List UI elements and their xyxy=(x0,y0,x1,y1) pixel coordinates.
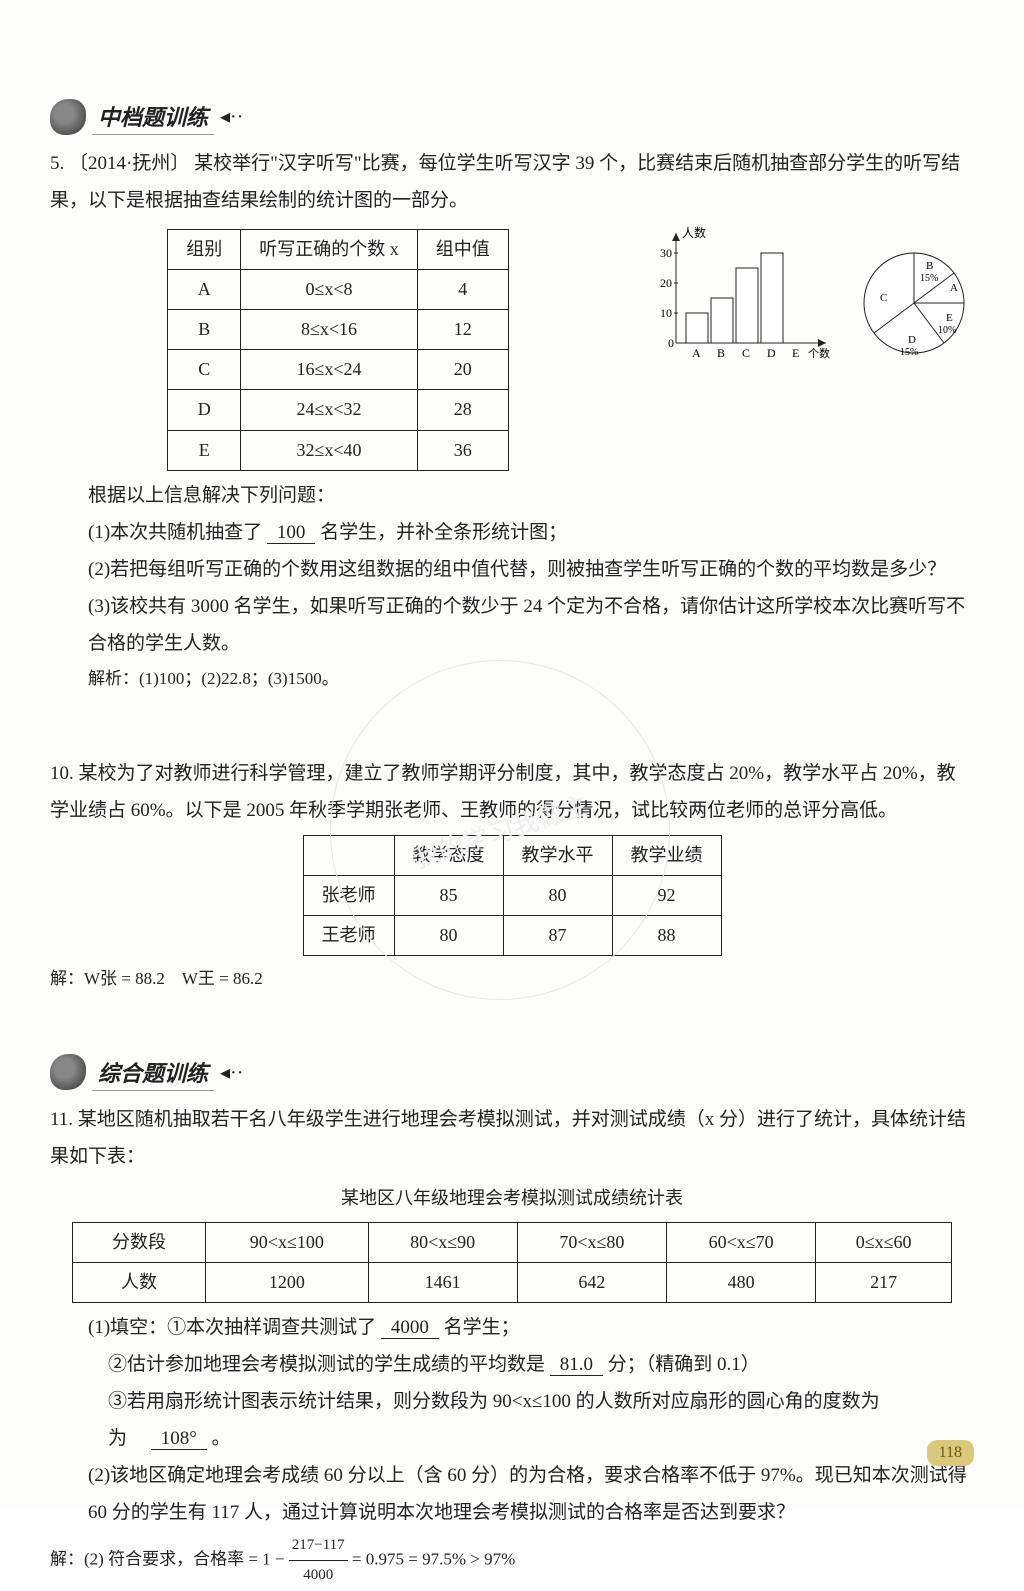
q11-blank-2: 81.0 xyxy=(550,1354,603,1376)
question-11: 11. 某地区随机抽取若干名八年级学生进行地理会考模拟测试，并对测试成绩（x 分… xyxy=(50,1101,974,1591)
section-header-comp: 综合题训练 ◂·· xyxy=(50,1054,974,1091)
q11-p1-2: ②估计参加地理会考模拟测试的学生成绩的平均数是 81.0 分；（精确到 0.1） xyxy=(50,1346,974,1383)
q5-lead: 根据以上信息解决下列问题： xyxy=(50,477,974,514)
svg-text:D: D xyxy=(767,346,776,360)
svg-text:30: 30 xyxy=(660,246,672,260)
section-arrow-icon: ◂·· xyxy=(220,104,243,129)
q5-blank-1: 100 xyxy=(267,522,316,544)
q5-table: 组别 听写正确的个数 x 组中值 A0≤x<84 B8≤x<1612 C16≤x… xyxy=(167,229,509,471)
svg-text:A: A xyxy=(692,346,701,360)
svg-text:C: C xyxy=(742,346,750,360)
question-10: 10. 某校为了对教师进行科学管理，建立了教师学期评分制度，其中，教学态度占 2… xyxy=(50,755,974,996)
section-arrow-icon: ◂·· xyxy=(220,1060,243,1085)
svg-text:B: B xyxy=(717,346,725,360)
q5-th-0: 组别 xyxy=(168,230,241,270)
table-row: 分数段 90<x≤100 80<x≤90 70<x≤80 60<x≤70 0≤x… xyxy=(73,1222,952,1262)
q10-table: 教学态度 教学水平 教学业绩 张老师858092 王老师808788 xyxy=(303,835,722,956)
table-row: E32≤x<4036 xyxy=(168,430,509,470)
svg-text:20: 20 xyxy=(660,276,672,290)
svg-text:C: C xyxy=(880,292,887,304)
q5-number: 5. xyxy=(50,153,64,174)
q5-p3: (3)该校共有 3000 名学生，如果听写正确的个数少于 24 个定为不合格，请… xyxy=(50,588,974,662)
xlabel: 个数 xyxy=(808,347,830,360)
svg-text:15%: 15% xyxy=(920,273,938,284)
section-icon xyxy=(50,1054,86,1090)
q10-number: 10. xyxy=(50,763,74,784)
section-title: 中档题训练 xyxy=(92,98,214,135)
bar-chart: 人数 10 20 30 0 A B C D xyxy=(646,223,836,363)
q11-answer: 解：(2) 符合要求，合格率 = 1 − 217−117 4000 = 0.97… xyxy=(50,1531,974,1591)
table-row: A0≤x<84 xyxy=(168,270,509,310)
q11-table: 分数段 90<x≤100 80<x≤90 70<x≤80 60<x≤70 0≤x… xyxy=(72,1222,952,1303)
svg-text:E: E xyxy=(792,346,799,360)
section-header-mid: 中档题训练 ◂·· xyxy=(50,98,974,135)
table-row: B8≤x<1612 xyxy=(168,310,509,350)
svg-text:0: 0 xyxy=(668,336,674,350)
table-row: 组别 听写正确的个数 x 组中值 xyxy=(168,230,509,270)
q11-number: 11. xyxy=(50,1109,73,1130)
svg-text:10%: 10% xyxy=(938,325,956,336)
q10-stem: 某校为了对教师进行科学管理，建立了教师学期评分制度，其中，教学态度占 20%，教… xyxy=(50,763,956,821)
q5-charts: 人数 10 20 30 0 A B C D xyxy=(646,223,974,363)
section-icon xyxy=(50,99,86,135)
q11-p1-3: ③若用扇形统计图表示统计结果，则分数段为 90<x≤100 的人数所对应扇形的圆… xyxy=(50,1383,974,1457)
q11-blank-1: 4000 xyxy=(381,1317,439,1339)
q5-source: 〔2014·抚州〕 xyxy=(69,153,189,174)
table-row: 人数 1200 1461 642 480 217 xyxy=(73,1262,952,1302)
q11-p2: (2)该地区确定地理会考成绩 60 分以上（含 60 分）的为合格，要求合格率不… xyxy=(50,1457,974,1531)
table-row: C16≤x<2420 xyxy=(168,350,509,390)
pie-chart: B 15% A E 10% D 15% C xyxy=(854,243,974,363)
q5-p2: (2)若把每组听写正确的个数用这组数据的组中值代替，则被抽查学生听写正确的个数的… xyxy=(50,551,974,588)
svg-text:A: A xyxy=(950,282,958,294)
q5-answer: 解析：(1)100；(2)22.8；(3)1500。 xyxy=(50,662,974,695)
page-number-badge: 118 xyxy=(927,1440,974,1466)
svg-text:E: E xyxy=(946,312,953,324)
ylabel: 人数 xyxy=(682,225,706,240)
svg-text:D: D xyxy=(908,334,916,346)
section-title: 综合题训练 xyxy=(92,1054,214,1091)
svg-text:10: 10 xyxy=(660,306,672,320)
table-row: 王老师808788 xyxy=(303,916,721,956)
q11-stem: 某地区随机抽取若干名八年级学生进行地理会考模拟测试，并对测试成绩（x 分）进行了… xyxy=(50,1109,966,1167)
q5-th-2: 组中值 xyxy=(417,230,508,270)
fraction: 217−117 4000 xyxy=(289,1531,348,1591)
q11-p1-1: (1)填空：①本次抽样调查共测试了 4000 名学生； xyxy=(50,1309,974,1346)
page: 中档题训练 ◂·· 5. 〔2014·抚州〕 某校举行"汉字听写"比赛，每位学生… xyxy=(0,0,1024,1506)
svg-text:B: B xyxy=(926,260,933,272)
question-5: 5. 〔2014·抚州〕 某校举行"汉字听写"比赛，每位学生听写汉字 39 个，… xyxy=(50,145,974,695)
q10-answer: 解：W张 = 88.2 W王 = 86.2 xyxy=(50,962,974,995)
q11-blank-3: 108° xyxy=(151,1428,207,1450)
svg-text:15%: 15% xyxy=(900,347,918,358)
table-row: 张老师858092 xyxy=(303,876,721,916)
table-row: D24≤x<3228 xyxy=(168,390,509,430)
q5-th-1: 听写正确的个数 x xyxy=(241,230,418,270)
q5-p1: (1)本次共随机抽查了 100 名学生，并补全条形统计图； xyxy=(50,514,974,551)
table-row: 教学态度 教学水平 教学业绩 xyxy=(303,836,721,876)
q11-table-title: 某地区八年级地理会考模拟测试成绩统计表 xyxy=(50,1181,974,1216)
